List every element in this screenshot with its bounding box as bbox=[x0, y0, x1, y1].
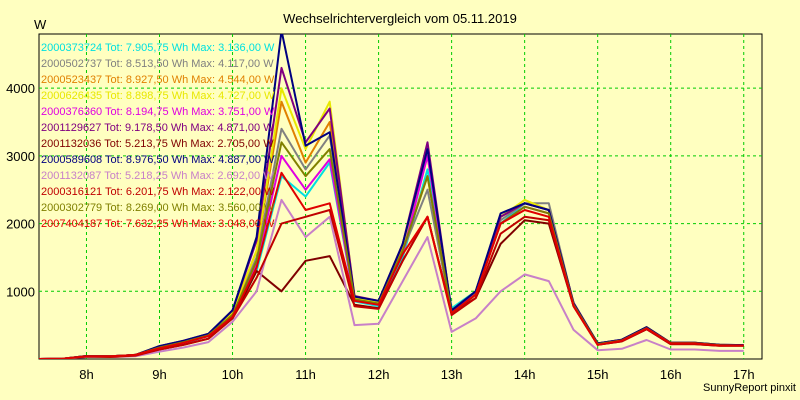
x-tick-label: 10h bbox=[222, 367, 244, 382]
y-tick-label: 1000 bbox=[6, 284, 35, 299]
legend-entry: 2000302779 Tot: 8.269,00 Wh Max: 3.560,0… bbox=[41, 202, 275, 214]
legend-entry: 2000523437 Tot: 8.927,50 Wh Max: 4.544,0… bbox=[41, 74, 275, 86]
legend-entry: 2001129627 Tot: 9.178,50 Wh Max: 4.871,0… bbox=[41, 122, 274, 134]
x-tick-label: 9h bbox=[152, 367, 166, 382]
legend-entry: 2000316121 Tot: 6.201,75 Wh Max: 2.122,0… bbox=[41, 186, 275, 198]
legend-entry: 2000502737 Tot: 8.513,50 Wh Max: 4.117,0… bbox=[41, 58, 274, 70]
series-line bbox=[39, 171, 744, 359]
y-tick-label: 2000 bbox=[6, 217, 35, 232]
x-tick-label: 16h bbox=[660, 367, 682, 382]
x-tick-label: 13h bbox=[441, 367, 463, 382]
legend-entry: 2000589608 Tot: 8.976,50 Wh Max: 4.887,0… bbox=[41, 154, 275, 166]
x-tick-label: 15h bbox=[587, 367, 609, 382]
legend-entry: 2007404187 Tot: 7.632,25 Wh Max: 3.048,0… bbox=[41, 218, 275, 230]
series-group bbox=[39, 34, 744, 359]
plot-frame bbox=[38, 33, 763, 360]
legend-entry: 2001132087 Tot: 5.218,25 Wh Max: 2.692,0… bbox=[41, 170, 274, 182]
series-line bbox=[39, 198, 744, 359]
y-tick-label: 3000 bbox=[6, 149, 35, 164]
x-tick-label: 12h bbox=[368, 367, 390, 382]
y-tick-label: 4000 bbox=[6, 81, 35, 96]
series-line bbox=[39, 209, 744, 359]
legend-entry: 2000373724 Tot: 7.905,75 Wh Max: 3.136,0… bbox=[41, 42, 275, 54]
footer-credit: SunnyReport pinxit bbox=[703, 382, 796, 394]
legend-entry: 2000626435 Tot: 8.898,75 Wh Max: 4.727,0… bbox=[41, 90, 275, 102]
series-line bbox=[39, 215, 744, 359]
chart-title: Wechselrichtervergleich vom 05.11.2019 bbox=[283, 11, 517, 26]
y-axis-unit-label: W bbox=[34, 17, 47, 32]
x-tick-label: 11h bbox=[295, 367, 316, 382]
legend-entry: 2000376360 Tot: 8.194,75 Wh Max: 3.751,0… bbox=[41, 106, 275, 118]
x-tick-label: 17h bbox=[733, 367, 755, 382]
x-tick-label: 8h bbox=[79, 367, 93, 382]
x-tick-label: 14h bbox=[514, 367, 536, 382]
legend-entry: 2001132036 Tot: 5.213,75 Wh Max: 2.705,0… bbox=[41, 138, 274, 150]
